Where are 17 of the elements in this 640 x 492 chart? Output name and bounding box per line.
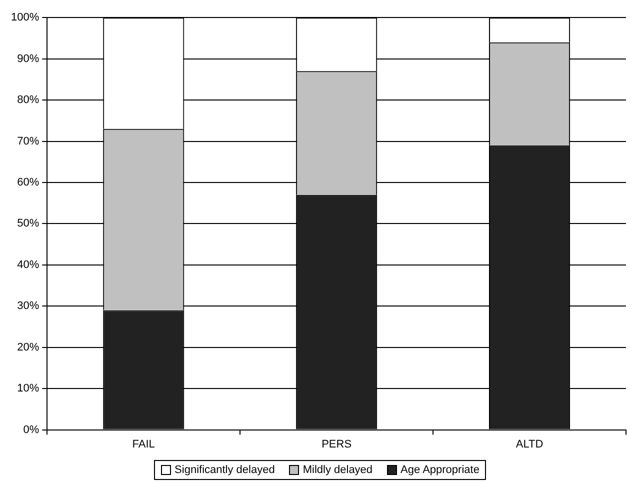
x-tick-label: PERS bbox=[322, 438, 352, 450]
y-tick-label: 50% bbox=[17, 218, 40, 230]
x-tick-label: FAIL bbox=[132, 438, 155, 450]
legend-label: Mildly delayed bbox=[302, 464, 373, 476]
y-tick-label: 10% bbox=[17, 382, 40, 395]
y-tick-label: 80% bbox=[17, 94, 40, 106]
y-tick-label: 70% bbox=[17, 135, 40, 148]
y-tick-label: 30% bbox=[17, 300, 40, 312]
legend-label: Age Appropriate bbox=[400, 464, 480, 476]
y-tick-label: 100% bbox=[10, 12, 40, 24]
y-tick-label: 40% bbox=[17, 258, 40, 271]
y-tick-label: 60% bbox=[17, 176, 40, 189]
y-tick-label: 90% bbox=[17, 52, 40, 65]
y-tick-label: 0% bbox=[23, 424, 40, 436]
x-tick-label: ALTD bbox=[516, 438, 544, 450]
y-tick-label: 20% bbox=[17, 341, 40, 354]
legend-label: Significantly delayed bbox=[174, 464, 275, 476]
